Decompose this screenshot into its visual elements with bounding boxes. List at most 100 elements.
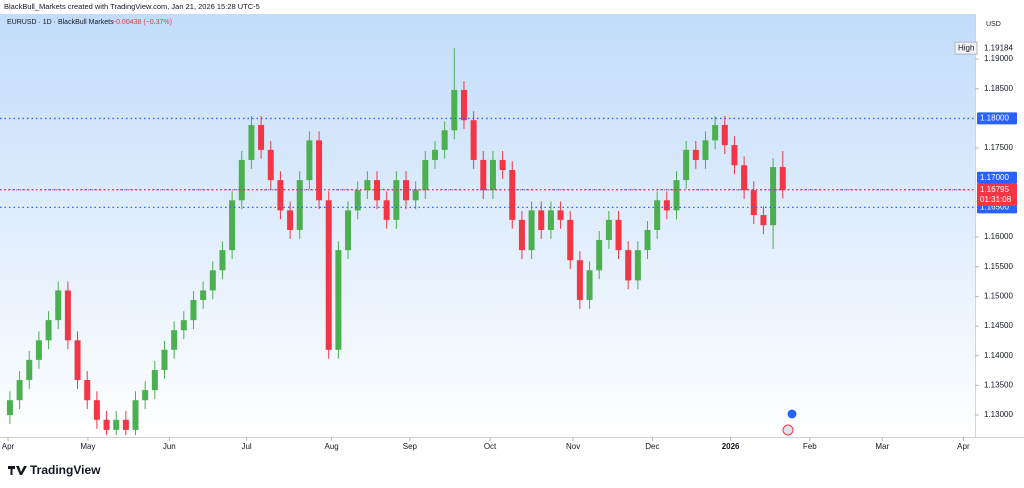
candle-body <box>45 320 52 341</box>
y-tick-label: 1.14500 <box>984 321 1013 330</box>
candle-body <box>547 210 554 230</box>
change: −0.00438 (−0.37%) <box>112 19 172 26</box>
plot-background <box>0 14 975 437</box>
candle-body <box>229 200 236 251</box>
candle-body <box>6 400 13 416</box>
candle-body <box>538 210 545 230</box>
candle-body <box>64 290 71 341</box>
candle-body <box>287 210 294 230</box>
high-tag-box <box>954 41 978 55</box>
candle-body <box>219 250 226 271</box>
candle-body <box>470 120 477 160</box>
countdown: 01:31:08 <box>980 195 1012 204</box>
candle-body <box>567 219 574 261</box>
candle-body <box>122 419 129 430</box>
x-tick-label: Apr <box>2 442 15 451</box>
attribution: BlackBull_Markets created with TradingVi… <box>4 2 260 11</box>
y-tick-label: 1.19000 <box>984 54 1013 63</box>
candle-body <box>277 180 284 211</box>
candle-body <box>393 180 400 220</box>
x-tick-label: Jul <box>241 442 251 451</box>
candle-body <box>586 270 593 300</box>
y-tick-label: 1.13500 <box>984 380 1013 389</box>
candle-body <box>615 219 622 251</box>
candle-body <box>712 124 719 141</box>
candle-body <box>383 200 390 220</box>
x-tick-label: Mar <box>875 442 889 451</box>
candle-body <box>528 210 535 251</box>
level-label: 1.17000 <box>980 173 1009 182</box>
candle-body <box>26 359 33 381</box>
candle-body <box>55 290 62 321</box>
candle-body <box>518 219 525 251</box>
candle-body <box>596 240 603 271</box>
candle-body <box>74 340 81 381</box>
candle-body <box>750 190 757 216</box>
candle-body <box>258 124 265 150</box>
candle-body <box>460 89 467 121</box>
candle-body <box>431 149 438 160</box>
level-label: 1.16500 <box>980 203 1009 212</box>
candle-body <box>702 140 709 160</box>
candle-body <box>103 419 110 430</box>
candle-body <box>576 260 583 300</box>
candle-body <box>557 210 564 220</box>
brand-name: TradingView <box>30 463 101 477</box>
candle-body <box>451 89 458 131</box>
x-tick-label: 2026 <box>722 442 740 451</box>
candle-body <box>93 400 100 420</box>
y-tick-label: 1.18500 <box>984 84 1013 93</box>
candle-body <box>683 149 690 181</box>
high-price: 1.19184 <box>984 43 1013 52</box>
candle-body <box>248 124 255 160</box>
candle-body <box>489 159 496 191</box>
symbol: EURUSD · 1D · BlackBull Markets <box>7 19 114 26</box>
event-icon[interactable] <box>786 408 798 420</box>
candle-body <box>335 250 342 350</box>
candle-body <box>238 159 245 201</box>
last-price: 1.16795 <box>980 185 1009 194</box>
candle-body <box>412 190 419 201</box>
candle-body <box>142 390 149 401</box>
candle-body <box>171 330 178 350</box>
x-tick-label: Sep <box>403 442 418 451</box>
brand-logo <box>8 466 27 475</box>
brand: TradingView <box>8 463 101 477</box>
x-tick-label: May <box>80 442 95 451</box>
candle-body <box>441 130 448 150</box>
candle-body <box>16 380 23 401</box>
y-tick-label: 1.13000 <box>984 410 1013 419</box>
candle-body <box>654 200 661 230</box>
candle-body <box>692 149 699 160</box>
candle-body <box>296 180 303 230</box>
x-tick-label: Oct <box>484 442 497 451</box>
candle-body <box>190 299 197 321</box>
event-icon[interactable] <box>782 424 794 436</box>
x-tick-label: Feb <box>803 442 817 451</box>
candle-body <box>741 165 748 191</box>
y-tick-label: 1.15500 <box>984 262 1013 271</box>
high-tag: High <box>958 43 974 52</box>
x-tick-label: Jun <box>163 442 176 451</box>
candle-body <box>644 229 651 251</box>
candle-body <box>35 340 42 360</box>
level-label-box <box>977 112 1017 125</box>
y-tick-label: 1.17500 <box>984 143 1013 152</box>
candle-body <box>480 159 487 191</box>
candle-body <box>605 219 612 241</box>
candle-body <box>422 159 429 191</box>
candle-body <box>113 419 120 430</box>
candle-body <box>180 320 187 331</box>
level-label: 1.18000 <box>980 114 1009 123</box>
candle-body <box>325 200 332 350</box>
candle-body <box>161 349 168 370</box>
candle-body <box>625 250 632 281</box>
candle-body <box>731 145 738 166</box>
level-label-box <box>977 171 1017 184</box>
candle-body <box>84 380 91 401</box>
y-tick-label: 1.15000 <box>984 292 1013 301</box>
candle-body <box>267 149 274 181</box>
candle-body <box>779 167 786 190</box>
candle-body <box>634 250 641 281</box>
